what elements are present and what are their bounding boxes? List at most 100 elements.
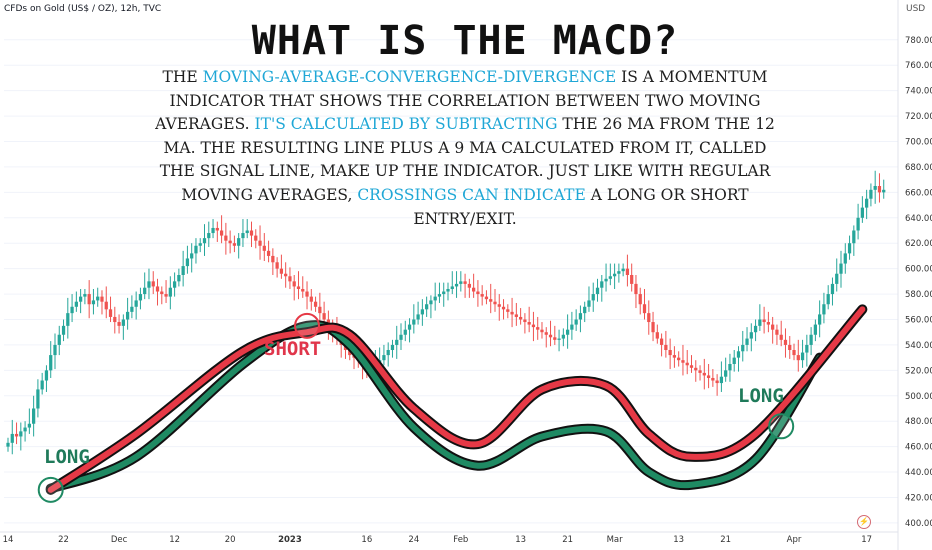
candle-body	[651, 322, 655, 333]
candle	[237, 233, 241, 259]
candle-body	[66, 313, 70, 326]
candle-body	[450, 286, 454, 289]
price-tick-label: 540.00	[905, 341, 932, 351]
candle-body	[860, 207, 864, 218]
candle-body	[224, 235, 228, 241]
flash-icon[interactable]: ⚡	[857, 515, 871, 529]
candle	[809, 327, 813, 356]
time-axis: 14 22 Dec 12 20 2023 16 24 Feb 13 21 Mar 13 21 Apr 17	[3, 535, 872, 545]
candle	[53, 333, 57, 370]
candle-body	[783, 339, 788, 345]
symbol-label[interactable]: CFDs on Gold (US$ / OZ), 12h, TVC	[4, 4, 162, 14]
price-tick-label: 620.00	[905, 239, 932, 249]
candle	[711, 369, 715, 387]
candle-body	[241, 233, 245, 239]
candle-body	[809, 334, 813, 345]
candle	[309, 288, 313, 311]
candle	[818, 300, 822, 338]
candle	[96, 287, 100, 307]
price-tick-label: 760.00	[905, 61, 932, 71]
candle-body	[574, 319, 578, 325]
candle	[587, 286, 591, 312]
candle	[459, 271, 463, 292]
candle-body	[292, 281, 296, 287]
candle-body	[501, 306, 506, 310]
candle-body	[40, 380, 44, 390]
candle-body	[484, 296, 489, 300]
time-tick-label: Apr	[787, 535, 802, 545]
candle-body	[121, 319, 125, 326]
candle	[318, 292, 322, 325]
candle-body	[249, 230, 254, 236]
candle	[501, 299, 506, 320]
candle	[467, 278, 471, 298]
candle-body	[506, 309, 510, 312]
candle-body	[266, 250, 271, 256]
candle-body	[681, 360, 685, 363]
candle-body	[172, 281, 177, 288]
candle	[796, 339, 800, 372]
price-tick-label: 700.00	[905, 138, 932, 148]
candle-body	[425, 304, 429, 310]
candle	[172, 272, 177, 297]
candle	[10, 419, 14, 455]
candle-body	[514, 314, 518, 317]
candle-body	[463, 281, 467, 284]
candle-body	[540, 329, 544, 333]
crossover-markers	[37, 312, 795, 503]
candle-body	[23, 427, 27, 432]
candle	[83, 288, 87, 305]
candle-body	[612, 273, 617, 277]
candle	[813, 319, 818, 342]
candle-body	[19, 431, 23, 437]
candle-body	[758, 319, 762, 326]
candle-body	[766, 322, 771, 325]
candle	[621, 263, 625, 277]
candle-body	[83, 294, 87, 297]
candle-body	[775, 329, 779, 335]
candle	[23, 421, 27, 442]
candle	[450, 271, 454, 295]
candle-body	[44, 370, 49, 381]
candle	[138, 287, 143, 310]
candle	[305, 281, 309, 310]
candle	[258, 225, 262, 260]
candle-body	[847, 243, 852, 254]
candle	[266, 240, 271, 263]
price-tick-label: 780.00	[905, 36, 932, 46]
candle	[527, 306, 531, 333]
candle	[296, 271, 301, 300]
candle-body	[865, 198, 869, 208]
candle-body	[202, 238, 207, 244]
candle	[147, 268, 151, 300]
explanation-text: THE MOVING-AVERAGE-CONVERGENCE-DIVERGENC…	[145, 66, 785, 231]
candle-body	[237, 238, 241, 246]
text-segment: THE 26 MA FROM THE 12 MA. THE RESULTING …	[159, 115, 775, 204]
candle-body	[830, 283, 835, 295]
candle	[783, 328, 788, 358]
candle-body	[32, 408, 36, 424]
time-tick-label: Feb	[453, 535, 468, 545]
candle	[531, 311, 536, 342]
candle	[164, 280, 168, 303]
candle	[151, 271, 155, 295]
candle	[190, 243, 194, 273]
candle	[591, 282, 595, 312]
candle	[185, 245, 190, 274]
candle-body	[467, 283, 471, 288]
candle	[779, 320, 783, 347]
candle	[536, 316, 540, 340]
currency-label[interactable]: USD	[906, 4, 926, 14]
candle-body	[677, 357, 681, 361]
candle-body	[429, 300, 433, 305]
candle-body	[664, 344, 668, 351]
candle-body	[459, 281, 463, 284]
candle	[732, 350, 736, 372]
candle	[262, 233, 266, 262]
candle-body	[275, 262, 279, 269]
candle	[753, 319, 758, 342]
candle	[839, 250, 843, 288]
candle-body	[382, 355, 386, 361]
candle	[800, 339, 805, 368]
